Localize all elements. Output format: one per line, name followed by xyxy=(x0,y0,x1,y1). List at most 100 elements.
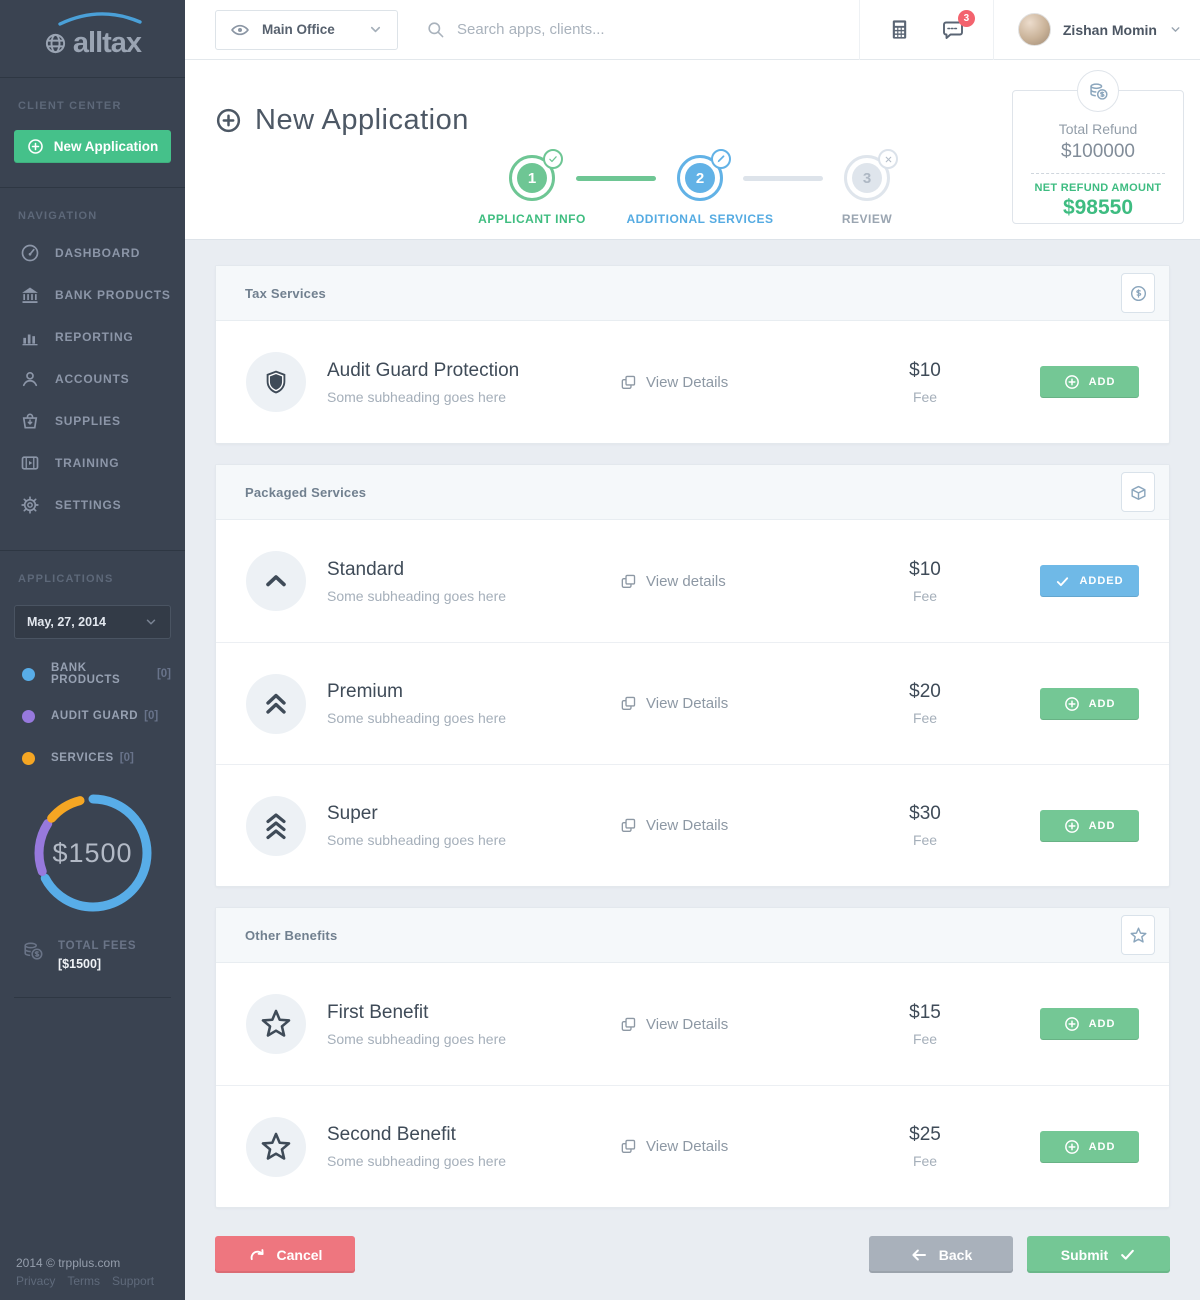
view-details-label: View Details xyxy=(646,817,729,834)
eye-icon xyxy=(230,20,250,40)
cancel-button[interactable]: Cancel xyxy=(215,1236,355,1273)
view-details-link[interactable]: View details xyxy=(620,573,850,590)
step-3-review[interactable]: 3 xyxy=(844,149,898,201)
price-value: $30 xyxy=(909,803,941,824)
submit-button[interactable]: Submit xyxy=(1027,1236,1170,1273)
step-number: 1 xyxy=(517,163,547,193)
step-1-label: APPLICANT INFO xyxy=(478,212,586,226)
sidebar-item-training[interactable]: TRAINING xyxy=(14,442,171,484)
service-subtitle: Some subheading goes here xyxy=(327,710,507,726)
support-link[interactable]: Support xyxy=(112,1274,155,1288)
net-refund-value: $98550 xyxy=(1062,196,1134,219)
check-icon xyxy=(1055,574,1070,589)
sidebar-divider xyxy=(14,997,171,998)
sidebar-item-reporting[interactable]: REPORTING xyxy=(14,316,171,358)
add-button[interactable]: ADD xyxy=(1040,687,1139,720)
office-select[interactable]: Main Office xyxy=(215,9,398,50)
price-block: $20 Fee xyxy=(850,681,1000,726)
legend-count: [0] xyxy=(119,752,134,764)
price-block: $15 Fee xyxy=(850,1002,1000,1047)
service-title: Super xyxy=(327,803,378,824)
sidebar-item-dashboard[interactable]: DASHBOARD xyxy=(14,232,171,274)
chevron-triple-icon xyxy=(258,808,294,844)
submit-label: Submit xyxy=(1060,1246,1109,1263)
view-details-link[interactable]: View Details xyxy=(620,817,850,834)
total-refund-label: Total Refund xyxy=(1058,121,1138,137)
package-icon[interactable] xyxy=(1121,472,1155,512)
calculator-button[interactable] xyxy=(888,18,911,41)
legend-count: [0] xyxy=(156,668,171,680)
add-button[interactable]: ADD xyxy=(1040,366,1139,398)
bar-chart-icon xyxy=(20,327,40,347)
refund-summary-card: Total Refund $100000 NET REFUND AMOUNT $… xyxy=(1012,70,1184,224)
terms-link[interactable]: Terms xyxy=(67,1274,101,1288)
view-details-link[interactable]: View Details xyxy=(620,1138,850,1155)
sidebar-item-accounts[interactable]: ACCOUNTS xyxy=(14,358,171,400)
service-row-super: Super Some subheading goes here View Det… xyxy=(216,764,1169,886)
cancel-label: Cancel xyxy=(276,1246,323,1263)
client-center-section: CLIENT CENTER New Application xyxy=(0,78,185,188)
plus-circle-icon xyxy=(1064,374,1080,390)
pages-icon xyxy=(620,817,637,834)
legend-label: AUDIT GUARD xyxy=(51,710,139,722)
star-icon[interactable] xyxy=(1121,915,1155,955)
added-button[interactable]: ADDED xyxy=(1040,565,1139,597)
chevron-single-icon xyxy=(258,563,294,599)
step-2-additional-services[interactable]: 2 xyxy=(677,149,731,201)
fee-label: Fee xyxy=(912,1030,938,1047)
new-application-label: New Application xyxy=(53,139,159,154)
add-button[interactable]: ADD xyxy=(1040,1130,1139,1163)
avatar xyxy=(1017,13,1051,46)
view-details-label: View Details xyxy=(646,1138,729,1155)
nav-label: SETTINGS xyxy=(55,498,122,512)
price-block: $30 Fee xyxy=(850,803,1000,848)
step-1-applicant-info[interactable]: 1 xyxy=(509,149,563,201)
applications-legend: BANK PRODUCTS [0] AUDIT GUARD [0] SERVIC… xyxy=(14,653,171,779)
total-refund-value: $100000 xyxy=(1061,141,1135,162)
view-details-link[interactable]: View Details xyxy=(620,695,850,712)
new-application-button[interactable]: New Application xyxy=(14,130,171,163)
dollar-coin-icon[interactable] xyxy=(1121,273,1155,313)
view-details-link[interactable]: View Details xyxy=(620,374,850,391)
step-number: 2 xyxy=(685,163,715,193)
user-menu[interactable]: Zishan Momin xyxy=(994,13,1200,46)
card-header: Packaged Services xyxy=(216,465,1169,520)
back-label: Back xyxy=(938,1246,973,1263)
view-details-label: View details xyxy=(646,572,726,590)
add-label: ADD xyxy=(1088,819,1116,832)
add-button[interactable]: ADD xyxy=(1040,809,1139,842)
applications-section: APPLICATIONS May, 27, 2014 BANK PRODUCTS… xyxy=(0,551,185,998)
plus-circle-icon xyxy=(27,138,44,155)
fee-label: Fee xyxy=(912,388,938,405)
back-button[interactable]: Back xyxy=(869,1236,1013,1273)
check-icon xyxy=(548,154,558,164)
topbar: Main Office 3 Zishan Momin xyxy=(185,0,1200,60)
navigation-label: NAVIGATION xyxy=(18,210,98,222)
search-input[interactable] xyxy=(457,21,757,38)
card-title: Other Benefits xyxy=(245,927,338,943)
nav-label: REPORTING xyxy=(55,330,134,344)
sidebar-item-bank-products[interactable]: BANK PRODUCTS xyxy=(14,274,171,316)
pages-icon xyxy=(620,573,637,590)
privacy-link[interactable]: Privacy xyxy=(16,1274,56,1288)
add-button[interactable]: ADD xyxy=(1040,1008,1139,1040)
service-title: First Benefit xyxy=(327,1001,429,1023)
card-title: Tax Services xyxy=(245,285,326,301)
sidebar-item-settings[interactable]: SETTINGS xyxy=(14,484,171,526)
shield-icon xyxy=(262,368,290,396)
messages-button[interactable]: 3 xyxy=(941,9,975,42)
view-details-label: View Details xyxy=(646,1015,729,1033)
service-subtitle: Some subheading goes here xyxy=(327,587,507,604)
star-icon xyxy=(246,994,306,1054)
service-subtitle: Some subheading goes here xyxy=(327,832,507,848)
bank-icon xyxy=(20,285,40,305)
date-select[interactable]: May, 27, 2014 xyxy=(14,605,171,639)
chevron-single-icon xyxy=(246,551,306,611)
step-3-label: REVIEW xyxy=(841,212,893,226)
brand-logo[interactable]: alltax xyxy=(0,0,185,78)
sidebar-item-supplies[interactable]: SUPPLIES xyxy=(14,400,171,442)
plus-circle-icon xyxy=(1064,1016,1080,1032)
page-header: New Application 1 2 3 APPLICANT INFO ADD… xyxy=(185,60,1200,240)
view-details-link[interactable]: View Details xyxy=(620,1016,850,1033)
step-locked-badge xyxy=(878,149,898,169)
